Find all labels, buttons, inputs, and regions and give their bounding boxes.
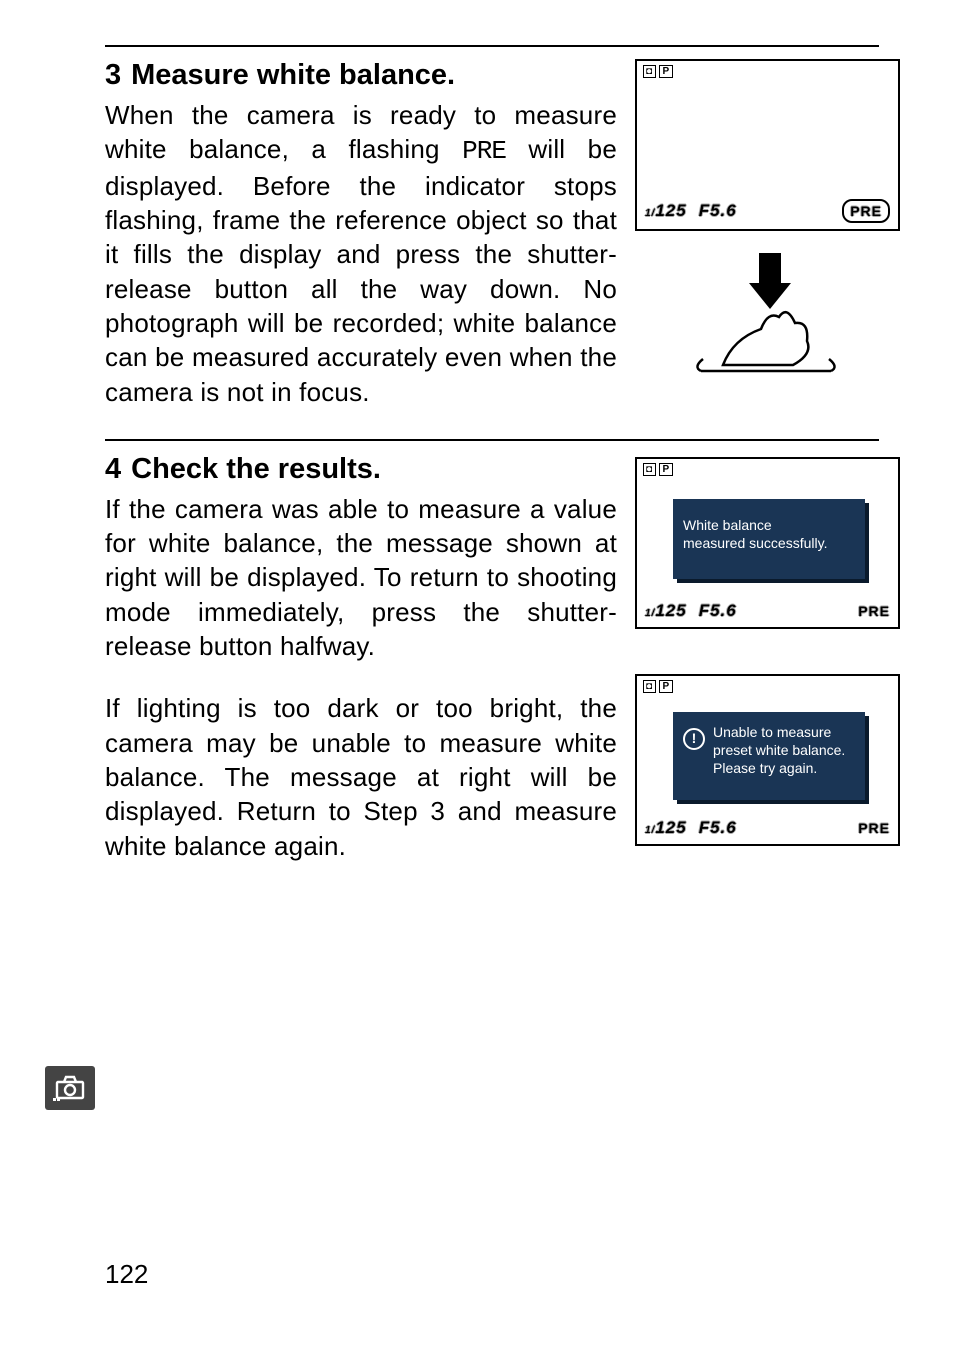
shutter-value: 1/125	[645, 601, 687, 621]
step-number: 3	[105, 59, 121, 92]
shutter-number: 125	[655, 601, 686, 620]
page-number: 122	[105, 1259, 148, 1290]
shutter-prefix: 1/	[645, 608, 655, 619]
shutter-number: 125	[655, 201, 686, 220]
step-4-p2: If lighting is too dark or too bright, t…	[105, 691, 617, 863]
camera-display-measure: ◘ P 1/125 F5.6 PRE	[635, 59, 900, 231]
step-title: Measure white balance.	[131, 59, 455, 92]
shutter-number: 125	[655, 818, 686, 837]
msg-line: White balance	[683, 517, 857, 535]
msg-line: Unable to measure	[713, 724, 845, 742]
pre-indicator: PRE	[858, 603, 890, 619]
msg-line: preset white balance.	[713, 742, 845, 760]
shutter-prefix: 1/	[645, 208, 655, 219]
shutter-press-diagram	[683, 249, 853, 377]
step-4: 4 Check the results. If the camera was a…	[105, 453, 879, 863]
section-rule	[105, 439, 879, 441]
step-title: Check the results.	[131, 453, 381, 486]
mode-letter: P	[659, 463, 674, 476]
aperture-value: F5.6	[699, 201, 737, 221]
msg-line: Please try again.	[713, 760, 845, 778]
camera-section-icon	[45, 1066, 95, 1110]
step-3: 3 Measure white balance. When the camera…	[105, 59, 879, 409]
success-message: White balance measured successfully.	[673, 499, 865, 579]
mode-icon: ◘	[643, 65, 656, 78]
shutter-prefix: 1/	[645, 825, 655, 836]
shutter-value: 1/125	[645, 818, 687, 838]
step-number: 4	[105, 453, 121, 486]
aperture-value: F5.6	[699, 818, 737, 838]
pre-inline: PRE	[462, 136, 506, 166]
mode-icon: ◘	[643, 463, 656, 476]
step-4-p1: If the camera was able to measure a valu…	[105, 492, 617, 664]
pre-indicator: PRE	[842, 199, 890, 223]
text-fragment: will be displayed. Before the indicator …	[105, 134, 617, 406]
msg-line: measured successfully.	[683, 535, 857, 553]
mode-letter: P	[659, 65, 674, 78]
section-rule	[105, 45, 879, 47]
shutter-value: 1/125	[645, 201, 687, 221]
fail-message: ! Unable to measure preset white balance…	[673, 712, 865, 800]
step-3-body: When the camera is ready to measure whit…	[105, 98, 617, 409]
aperture-value: F5.6	[699, 601, 737, 621]
camera-display-success: ◘ P White balance measured successfully.…	[635, 457, 900, 629]
pre-indicator: PRE	[858, 820, 890, 836]
camera-display-fail: ◘ P ! Unable to measure preset white bal…	[635, 674, 900, 846]
warning-icon: !	[683, 728, 705, 750]
mode-letter: P	[659, 680, 674, 693]
mode-icon: ◘	[643, 680, 656, 693]
